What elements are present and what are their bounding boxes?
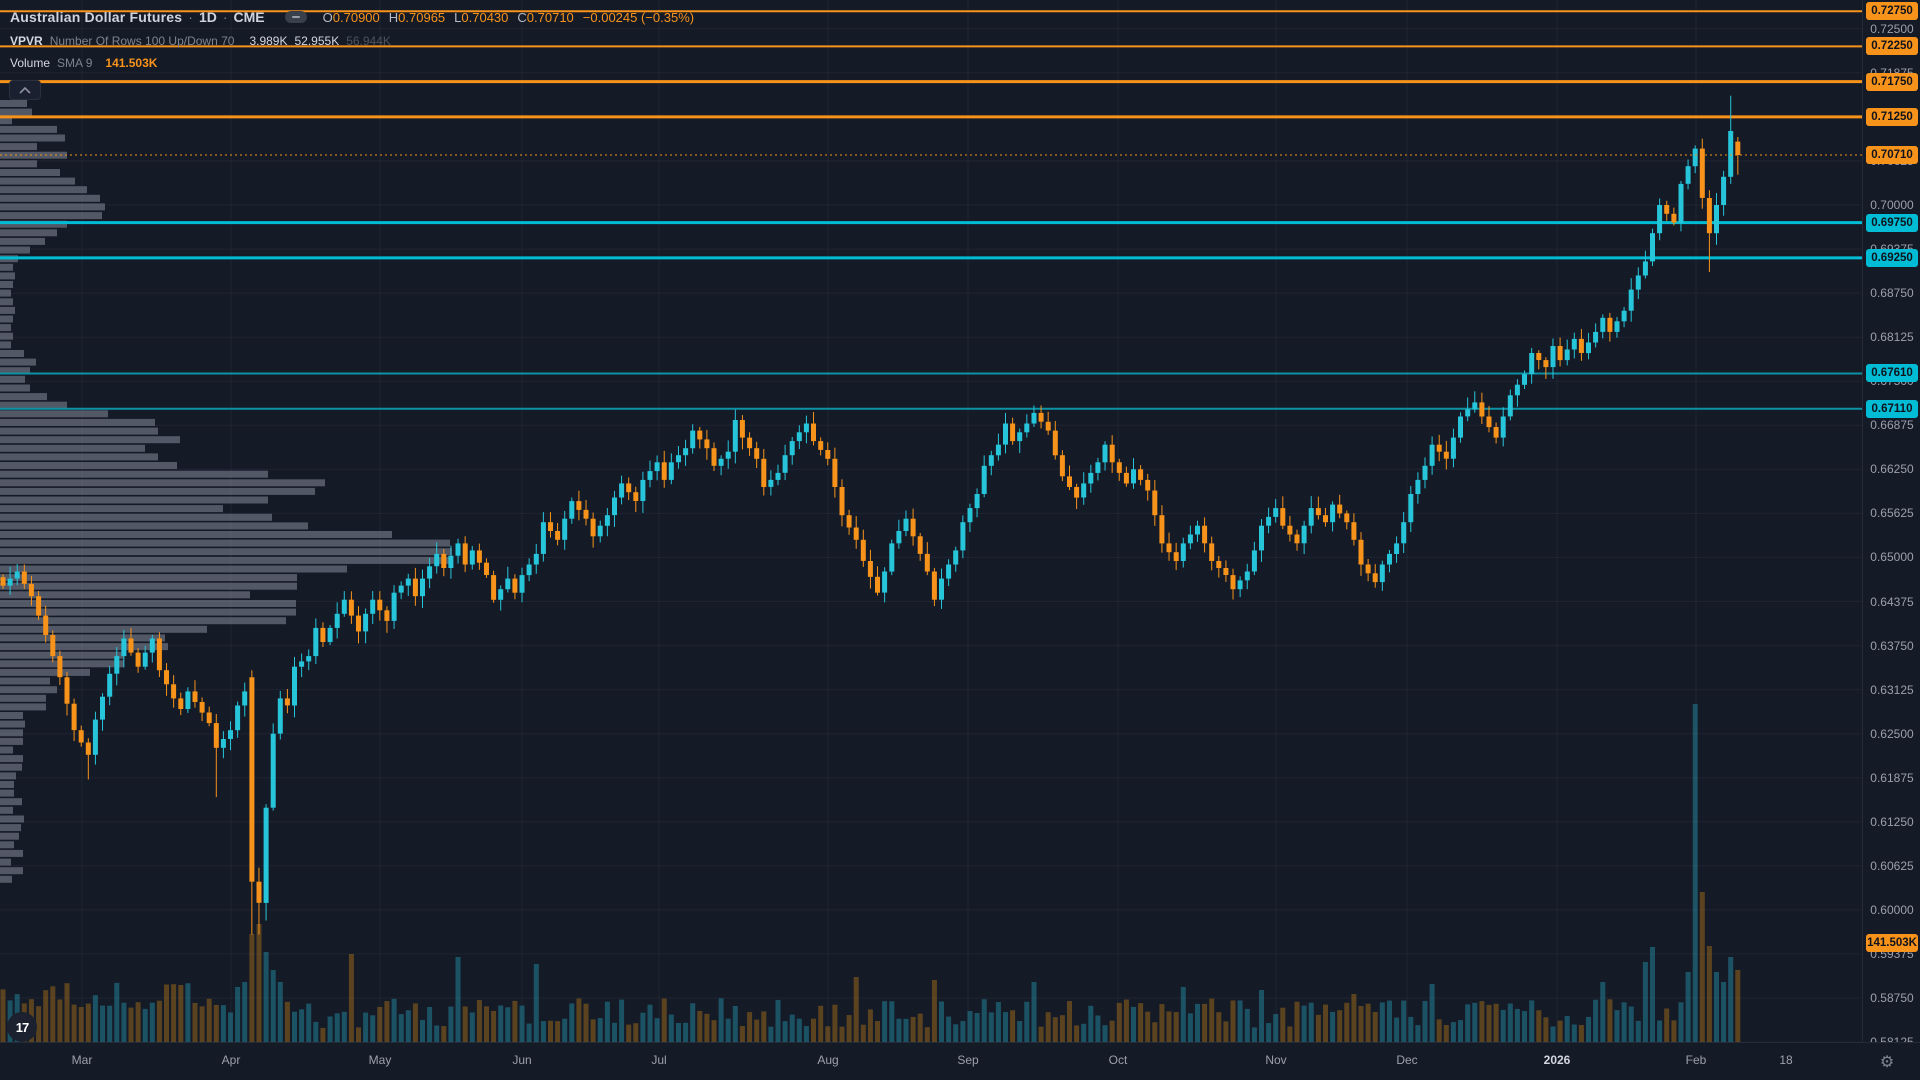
high-value: 0.70965 [398, 9, 446, 25]
volume-bars-layer [0, 704, 1741, 1042]
volume-params: SMA 9 [57, 56, 93, 70]
vpvr-value-3: 56.944K [346, 34, 391, 48]
price-tick-label: 0.66875 [1870, 418, 1914, 432]
time-tick-label: 18 [1779, 1053, 1793, 1067]
price-levels-layer [0, 10, 1862, 410]
time-tick-label: Dec [1396, 1053, 1418, 1067]
candles-layer [0, 95, 1741, 935]
time-tick-label: May [368, 1053, 392, 1067]
symbol-header: Australian Dollar Futures · 1D · CME O0.… [10, 9, 694, 25]
header-separator: · [188, 9, 193, 25]
symbol-title[interactable]: Australian Dollar Futures [10, 9, 183, 25]
exchange-label[interactable]: CME [233, 9, 265, 25]
open-value: 0.70900 [332, 9, 380, 25]
time-tick-label: Oct [1108, 1053, 1128, 1067]
price-tick-label: 0.65625 [1870, 506, 1914, 520]
time-tick-label: Jun [512, 1053, 532, 1067]
time-tick-label: Jul [651, 1053, 667, 1067]
grid-layer [0, 0, 1862, 1043]
tradingview-logo[interactable]: 17 [7, 1012, 37, 1042]
gear-icon[interactable]: ⚙ [1879, 1054, 1895, 1071]
price-level-badge: 0.72750 [1866, 2, 1918, 20]
price-level-badge: 0.71750 [1866, 73, 1918, 91]
volume-profile-layer [0, 100, 452, 883]
price-tick-label: 0.63750 [1870, 639, 1914, 653]
vpvr-params: Number Of Rows 100 Up/Down 70 [49, 34, 235, 48]
time-tick-label: Apr [221, 1053, 241, 1067]
price-level-badge: 0.67110 [1866, 400, 1918, 418]
price-tick-label: 0.66250 [1870, 462, 1914, 476]
low-value: 0.70430 [461, 9, 509, 25]
vpvr-name: VPVR [10, 34, 43, 48]
vpvr-value-2: 52.955K [294, 34, 340, 48]
price-tick-label: 0.60625 [1870, 859, 1914, 873]
price-tick-label: 0.68750 [1870, 286, 1914, 300]
price-level-badge: 0.69250 [1866, 249, 1918, 267]
volume-name: Volume [10, 56, 51, 70]
time-tick-label: Aug [817, 1053, 839, 1067]
hide-indicator-pill-icon[interactable] [284, 11, 307, 23]
price-tick-label: 0.64375 [1870, 595, 1914, 609]
time-tick-label: Sep [957, 1053, 979, 1067]
price-level-badge: 0.72250 [1866, 37, 1918, 55]
price-tick-label: 0.65000 [1870, 550, 1914, 564]
price-tick-label: 0.60000 [1870, 903, 1914, 917]
price-level-badge: 141.503K [1866, 934, 1918, 952]
time-tick-label: Mar [71, 1053, 93, 1067]
price-level-badge: 0.70710 [1866, 146, 1918, 164]
volume-sma-value: 141.503K [105, 56, 158, 70]
price-tick-label: 0.62500 [1870, 727, 1914, 741]
header-separator: · [222, 9, 228, 25]
time-axis[interactable]: ⚙ Mar Apr May Jun Jul Aug Sep Oct Nov Dec 2026 Feb 1… [0, 1042, 1920, 1080]
price-axis[interactable]: 0.581250.587500.593750.600000.606250.612… [1862, 0, 1920, 1049]
price-tick-label: 0.70000 [1870, 198, 1914, 212]
price-tick-label: 0.72500 [1870, 22, 1914, 36]
collapse-indicators-button[interactable] [9, 80, 41, 100]
vpvr-value-1: 3.989K [249, 34, 288, 48]
price-tick-label: 0.68125 [1870, 330, 1914, 344]
price-level-badge: 0.71250 [1866, 108, 1918, 126]
price-tick-label: 0.63125 [1870, 683, 1914, 697]
vpvr-indicator-row[interactable]: VPVR Number Of Rows 100 Up/Down 70 3.989… [10, 34, 391, 48]
close-value: 0.70710 [526, 9, 574, 25]
volume-indicator-row[interactable]: Volume SMA 9 141.503K [10, 56, 157, 70]
time-tick-label: 2026 [1543, 1053, 1571, 1067]
price-level-badge: 0.67610 [1866, 364, 1918, 382]
price-tick-label: 0.61250 [1870, 815, 1914, 829]
price-tick-label: 0.61875 [1870, 771, 1914, 785]
chevron-up-icon [19, 86, 31, 94]
interval-label[interactable]: 1D [198, 9, 217, 25]
price-tick-label: 0.58750 [1870, 991, 1914, 1005]
ohlc-values: O0.70900 H0.70965 L0.70430 C0.70710 −0.0… [322, 9, 695, 25]
change-value: −0.00245 (−0.35%) [582, 9, 695, 25]
time-tick-label: Nov [1265, 1053, 1287, 1067]
time-tick-label: Feb [1685, 1053, 1707, 1067]
price-level-badge: 0.69750 [1866, 214, 1918, 232]
